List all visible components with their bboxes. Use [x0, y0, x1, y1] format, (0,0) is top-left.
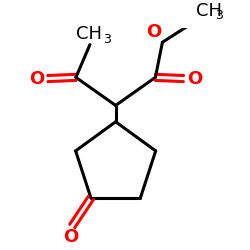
Text: 3: 3: [215, 10, 223, 22]
Text: CH: CH: [196, 2, 222, 20]
Text: O: O: [29, 70, 44, 87]
Text: 3: 3: [103, 33, 111, 46]
Text: O: O: [64, 228, 79, 246]
Text: CH: CH: [76, 26, 102, 44]
Text: O: O: [146, 23, 161, 41]
Text: O: O: [187, 70, 202, 87]
